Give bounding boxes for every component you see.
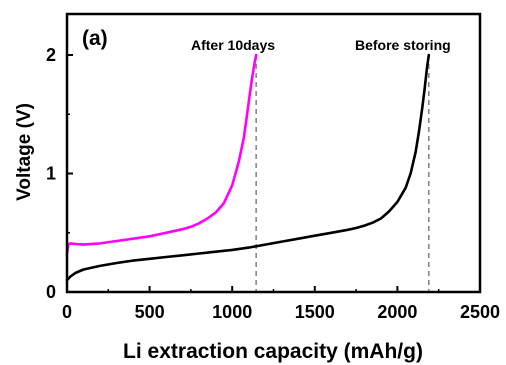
y-tick-label-0: 0 [46, 282, 56, 302]
y-tick-label-1: 1 [46, 164, 56, 184]
x-tick-label-1000: 1000 [212, 302, 252, 322]
annotation-after-10days: After 10days [191, 37, 275, 53]
x-tick-label-2500: 2500 [460, 302, 500, 322]
ticks: 0 500 1000 1500 2000 2500 0 1 2 [46, 45, 500, 322]
series-line-after-10days [65, 53, 258, 256]
y-axis-title: Voltage (V) [14, 103, 35, 201]
series-layer [65, 53, 431, 282]
x-tick-label-2000: 2000 [377, 302, 417, 322]
series-line-before-storing [65, 53, 431, 282]
x-tick-label-0: 0 [62, 302, 72, 322]
plot-frame [65, 12, 482, 294]
y-tick-label-2: 2 [46, 45, 56, 65]
x-tick-label-500: 500 [135, 302, 165, 322]
annotation-before-storing: Before storing [355, 37, 451, 53]
x-tick-label-1500: 1500 [295, 302, 335, 322]
panel-label: (a) [82, 27, 108, 50]
x-axis-title: Li extraction capacity (mAh/g) [123, 340, 423, 363]
reference-lines [255, 55, 430, 292]
